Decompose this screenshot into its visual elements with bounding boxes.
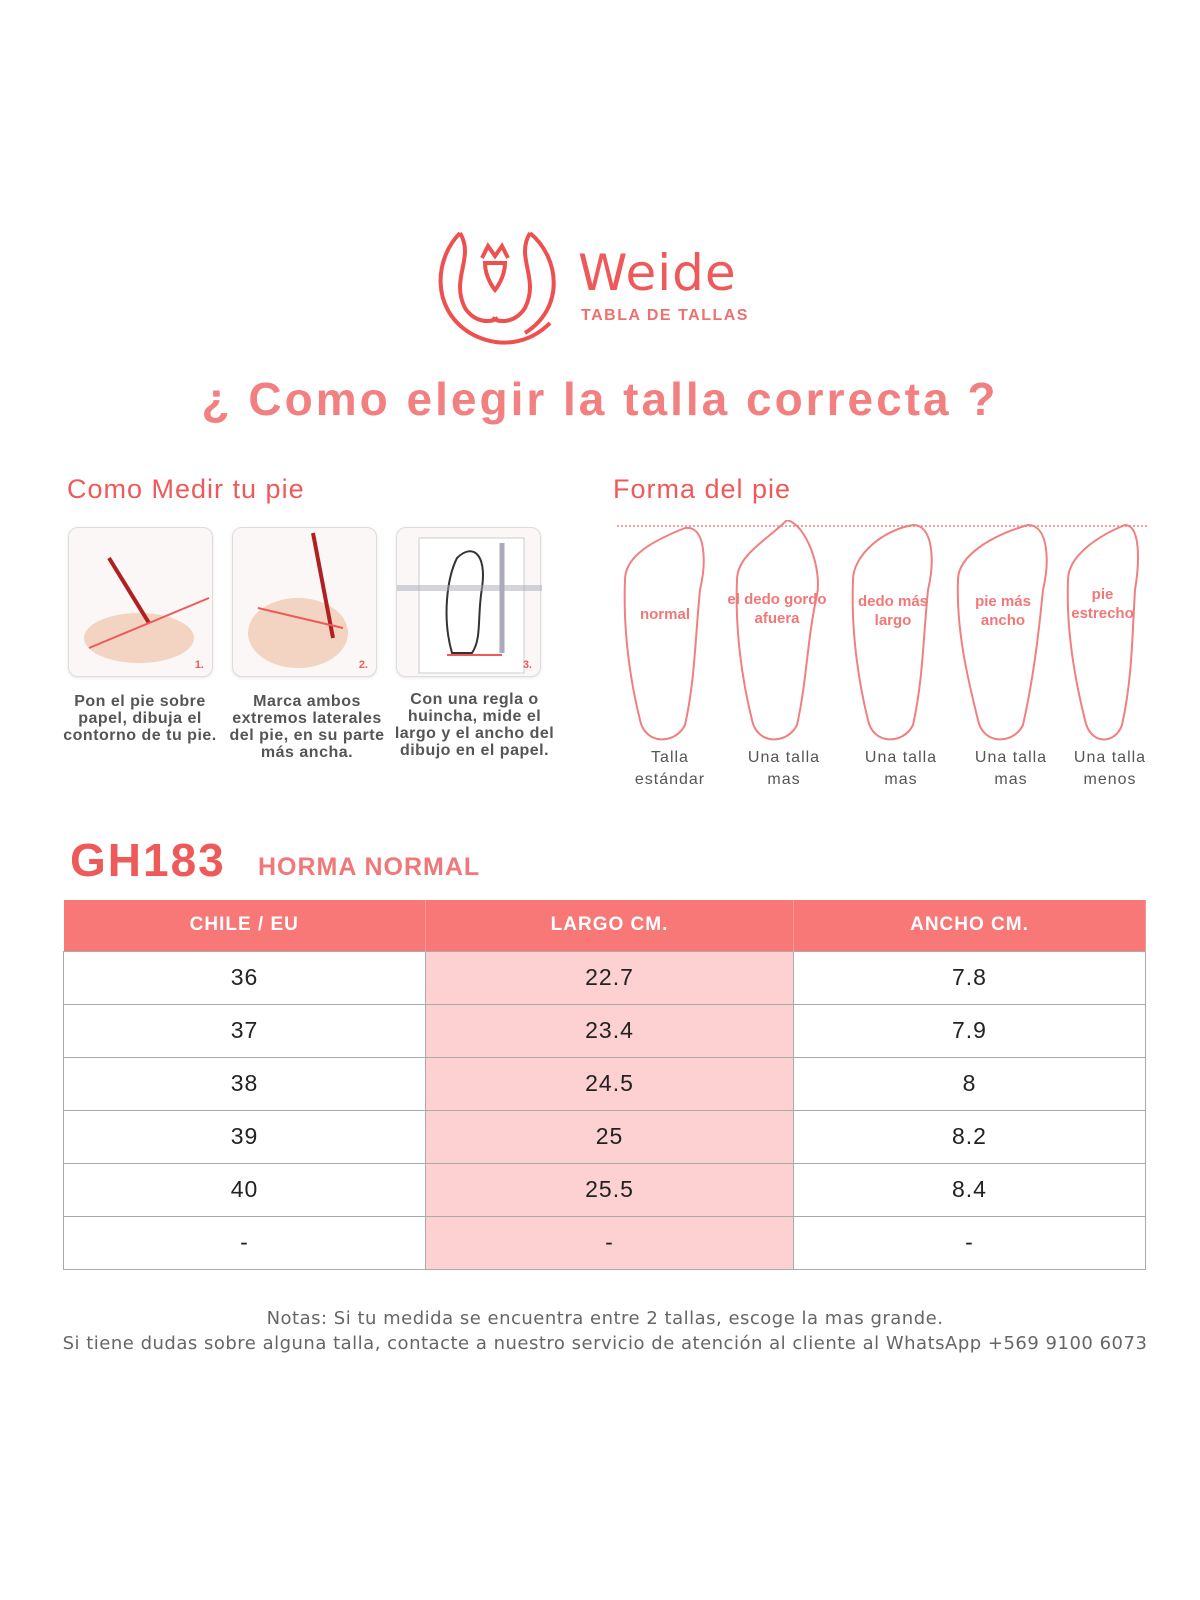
- weide-logo-icon: [438, 231, 556, 345]
- step-2-caption: Marca ambos extremos laterales del pie, …: [229, 693, 385, 761]
- brand-tagline: TABLA DE TALLAS: [581, 307, 749, 324]
- foot-outline-icon: [956, 523, 1048, 741]
- note-1: Notas: Si tu medida se encuentra entre 2…: [266, 1308, 944, 1329]
- model-code: GH183: [70, 834, 226, 886]
- table-row: ---: [63, 1215, 1146, 1270]
- table-row: 36 22.7 7.8: [63, 950, 1146, 1005]
- step-3-caption: Con una regla o huincha, mide el largo y…: [394, 691, 555, 759]
- length-cell: 23.4: [425, 1003, 794, 1058]
- size-cell: 39: [63, 1109, 426, 1164]
- foot-outline-icon: [735, 518, 819, 741]
- measure-title: Como Medir tu pie: [67, 474, 305, 504]
- step-2-image: 2.: [232, 527, 377, 677]
- foot-normal-caption: Talla estándar: [634, 749, 706, 788]
- size-cell: 37: [63, 1003, 426, 1058]
- divider: [617, 525, 1147, 527]
- foot-narrow: pie estrecho: [1060, 520, 1145, 745]
- foot-outline-icon: [851, 523, 933, 741]
- model-type: HORMA NORMAL: [258, 853, 481, 881]
- step-1-image: 1.: [68, 527, 213, 677]
- brand-name: Weide: [578, 244, 737, 302]
- foot-wide-caption: Una talla mas: [974, 749, 1048, 788]
- foot-wide: pie más ancho: [953, 520, 1053, 745]
- width-cell: 8: [793, 1056, 1146, 1111]
- size-cell: -: [63, 1215, 426, 1270]
- foot-outline-icon: [1066, 523, 1139, 741]
- length-cell: 25.5: [425, 1162, 794, 1217]
- step-3-image: 3.: [396, 527, 542, 677]
- foot-bunion: el dedo gordo afuera: [727, 518, 827, 745]
- table-row: 37 23.4 7.9: [63, 1003, 1146, 1058]
- length-cell: 25: [425, 1109, 794, 1164]
- page-title: ¿ Como elegir la talla correcta ?: [201, 373, 999, 425]
- foot-long-toe: dedo más largo: [843, 520, 943, 745]
- table-row: 39 25 8.2: [63, 1109, 1146, 1164]
- header-length: LARGO CM.: [425, 900, 794, 951]
- note-2: Si tiene dudas sobre alguna talla, conta…: [62, 1333, 1148, 1354]
- length-cell: 22.7: [425, 950, 794, 1005]
- foot-normal: normal: [615, 520, 715, 745]
- size-cell: 38: [63, 1056, 426, 1111]
- header-size: CHILE / EU: [63, 900, 426, 951]
- foot-long-toe-caption: Una talla mas: [864, 749, 938, 788]
- table-header: CHILE / EU LARGO CM. ANCHO CM.: [63, 900, 1146, 951]
- foot-outline-icon: [623, 526, 705, 741]
- width-cell: -: [793, 1215, 1146, 1270]
- length-cell: 24.5: [425, 1056, 794, 1111]
- header-width: ANCHO CM.: [793, 900, 1146, 951]
- foot-narrow-caption: Una talla menos: [1073, 749, 1147, 788]
- width-cell: 7.9: [793, 1003, 1146, 1058]
- foot-bunion-caption: Una talla mas: [747, 749, 821, 788]
- size-cell: 36: [63, 950, 426, 1005]
- size-table: CHILE / EU LARGO CM. ANCHO CM. 36 22.7 7.8…: [63, 900, 1146, 1270]
- table-row: 40 25.5 8.4: [63, 1162, 1146, 1217]
- shapes-title: Forma del pie: [613, 474, 792, 504]
- width-cell: 7.8: [793, 950, 1146, 1005]
- step-1-caption: Pon el pie sobre papel, dibuja el contor…: [63, 693, 217, 744]
- width-cell: 8.2: [793, 1109, 1146, 1164]
- table-row: 38 24.5 8: [63, 1056, 1146, 1111]
- length-cell: -: [425, 1215, 794, 1270]
- width-cell: 8.4: [793, 1162, 1146, 1217]
- size-cell: 40: [63, 1162, 426, 1217]
